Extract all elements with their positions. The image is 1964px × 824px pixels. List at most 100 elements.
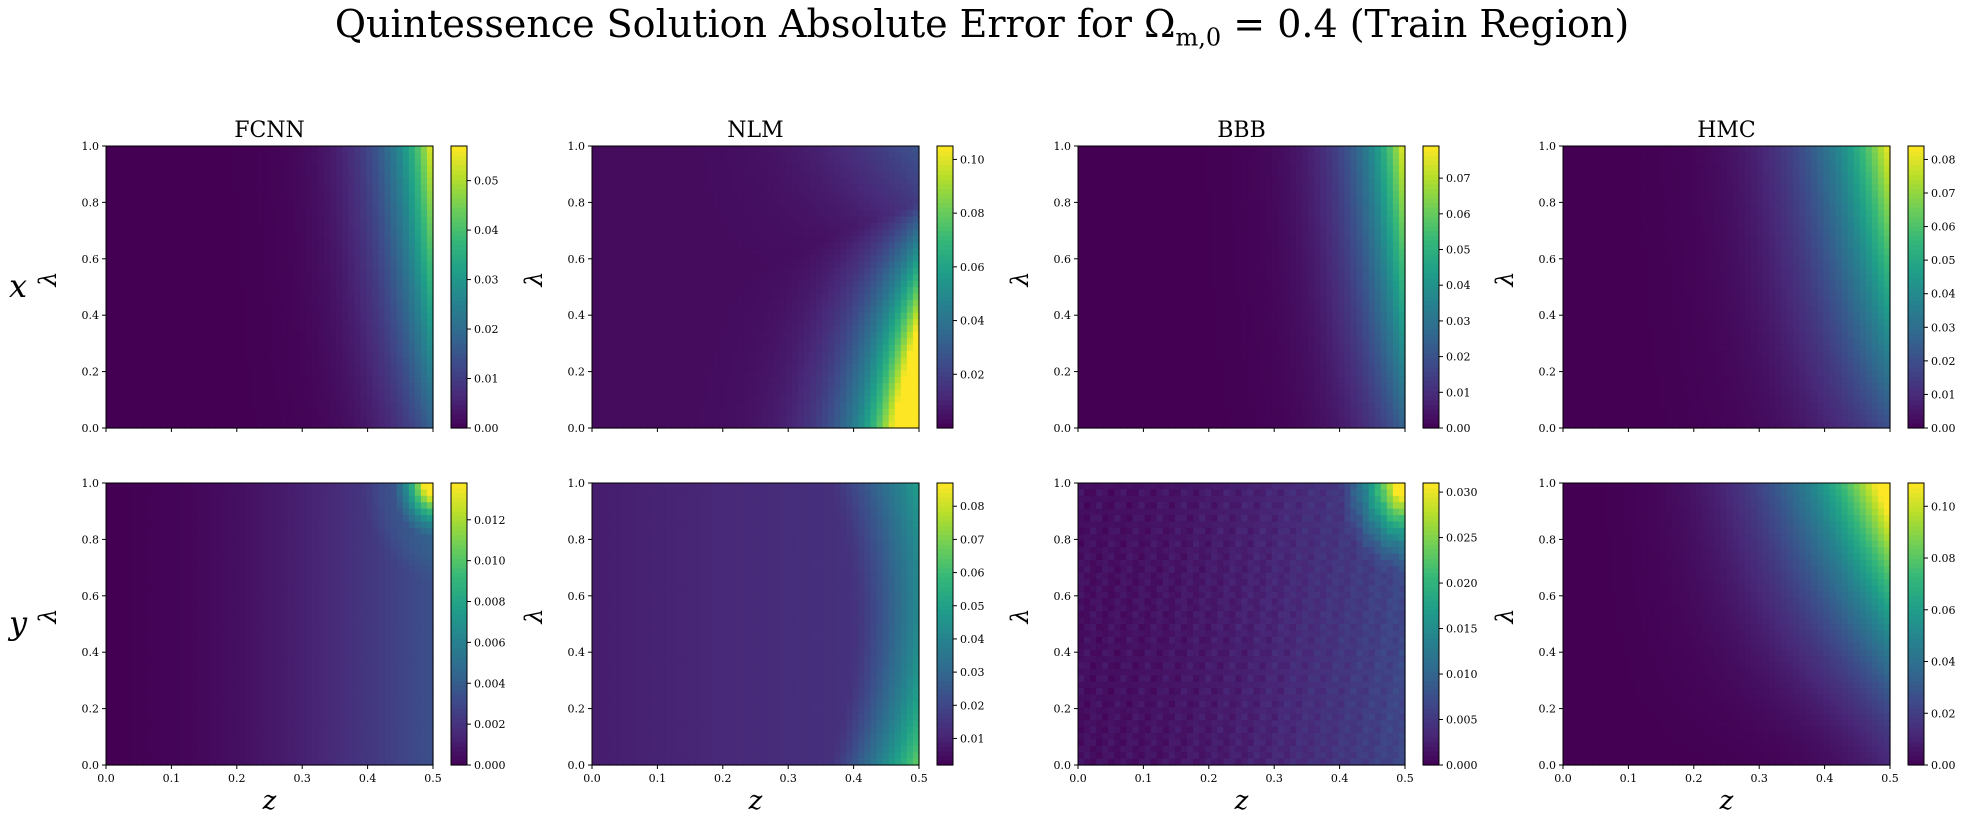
heatmap-cell — [858, 203, 866, 211]
heatmap-cell — [761, 389, 769, 397]
heatmap-cell — [330, 389, 337, 397]
heatmap-cell — [275, 306, 283, 314]
heatmap-cell — [269, 203, 277, 211]
heatmap-cell — [342, 254, 349, 262]
heatmap-cell — [616, 363, 623, 371]
heatmap-cell — [275, 357, 283, 365]
heatmap-cell — [743, 312, 751, 320]
heatmap-cell — [743, 248, 751, 256]
heatmap-cell — [208, 229, 216, 237]
heatmap-cell — [707, 415, 714, 423]
colorbar-segment — [451, 315, 467, 321]
heatmap-cell — [628, 229, 635, 237]
heatmap-cell — [810, 319, 817, 327]
heatmap-cell — [330, 267, 337, 275]
heatmap-cell — [311, 293, 319, 301]
heatmap-cell — [275, 267, 283, 275]
heatmap-cell — [670, 383, 678, 391]
heatmap-cell — [725, 229, 732, 237]
heatmap-cell — [233, 152, 240, 160]
heatmap-cell — [166, 171, 174, 179]
heatmap-cell — [658, 331, 666, 339]
heatmap-cell — [858, 312, 866, 320]
heatmap-cell — [749, 299, 757, 307]
heatmap-cell — [791, 331, 799, 339]
heatmap-cell — [227, 197, 234, 205]
heatmap-cell — [810, 293, 817, 301]
heatmap-cell — [652, 158, 660, 166]
heatmap-cell — [912, 415, 920, 423]
heatmap-cell — [420, 325, 428, 333]
heatmap-cell — [396, 216, 404, 224]
heatmap-cell — [233, 325, 240, 333]
heatmap-cell — [233, 357, 240, 365]
heatmap-cell — [791, 146, 799, 154]
heatmap-cell — [882, 235, 890, 243]
heatmap-cell — [743, 216, 751, 224]
heatmap-cell — [749, 229, 757, 237]
heatmap-cell — [713, 395, 720, 403]
heatmap-cell — [269, 210, 277, 218]
heatmap-cell — [360, 203, 367, 211]
heatmap-cell — [342, 261, 349, 269]
heatmap-cell — [912, 274, 920, 282]
heatmap-cell — [202, 267, 210, 275]
heatmap-cell — [761, 242, 769, 250]
heatmap-cell — [858, 383, 866, 391]
heatmap-cell — [348, 267, 355, 275]
heatmap-cell — [616, 331, 623, 339]
heatmap-cell — [221, 376, 228, 384]
heatmap-cell — [293, 389, 301, 397]
heatmap-cell — [420, 402, 428, 410]
subplot-title: NLM — [727, 118, 783, 143]
heatmap-cell — [366, 152, 374, 160]
heatmap-cell — [864, 146, 872, 154]
heatmap-cell — [384, 248, 392, 256]
heatmap-cell — [348, 376, 355, 384]
heatmap-cell — [767, 152, 775, 160]
heatmap-cell — [810, 338, 817, 346]
heatmap-cell — [676, 178, 684, 186]
heatmap-cell — [797, 248, 805, 256]
heatmap-cell — [688, 242, 696, 250]
heatmap-cell — [202, 325, 210, 333]
heatmap-cell — [676, 376, 684, 384]
heatmap-cell — [852, 267, 860, 275]
heatmap-cell — [414, 312, 422, 320]
heatmap-cell — [773, 287, 781, 295]
heatmap-cell — [846, 287, 853, 295]
heatmap-cell — [148, 299, 156, 307]
heatmap-cell — [106, 370, 113, 378]
heatmap-cell — [592, 222, 599, 230]
heatmap-cell — [767, 415, 775, 423]
heatmap-cell — [221, 415, 228, 423]
heatmap-cell — [305, 254, 313, 262]
heatmap-cell — [112, 370, 119, 378]
heatmap-cell — [257, 351, 265, 359]
heatmap-cell — [646, 242, 654, 250]
heatmap-cell — [227, 146, 234, 154]
heatmap-cell — [610, 158, 617, 166]
heatmap-cell — [906, 376, 914, 384]
heatmap-cell — [130, 274, 137, 282]
heatmap-cell — [864, 280, 872, 288]
heatmap-cell — [767, 254, 775, 262]
heatmap-cell — [834, 184, 841, 192]
heatmap-cell — [767, 165, 775, 173]
heatmap-cell — [154, 293, 162, 301]
heatmap-cell — [136, 287, 143, 295]
heatmap-cell — [384, 197, 392, 205]
heatmap-cell — [773, 171, 781, 179]
heatmap-cell — [894, 376, 902, 384]
heatmap-cell — [311, 363, 319, 371]
heatmap-cell — [640, 254, 648, 262]
heatmap-cell — [112, 146, 119, 154]
heatmap-cell — [190, 152, 198, 160]
heatmap-cell — [251, 331, 258, 339]
heatmap-cell — [275, 184, 283, 192]
heatmap-cell — [1078, 203, 1085, 211]
heatmap-cell — [761, 415, 769, 423]
heatmap-cell — [402, 190, 410, 198]
heatmap-cell — [713, 299, 720, 307]
heatmap-cell — [112, 325, 119, 333]
